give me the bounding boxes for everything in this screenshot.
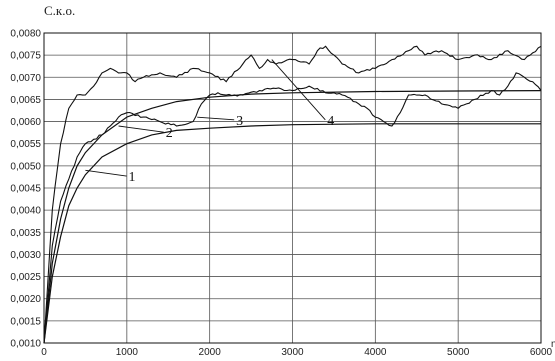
series-line-1 <box>43 123 541 344</box>
callout-label: 4 <box>327 114 334 129</box>
y-tick-label: 0,0040 <box>10 206 41 217</box>
y-tick-label: 0,0055 <box>10 139 41 150</box>
y-tick-label: 0,0050 <box>10 161 41 172</box>
y-tick-label: 0,0020 <box>10 294 41 305</box>
y-tick-label: 0,0030 <box>10 250 41 261</box>
x-tick-label: 0 <box>41 347 47 358</box>
series-callouts: 1 2 3 4 <box>85 59 334 185</box>
x-axis-label: n <box>551 339 555 350</box>
y-tick-labels: 0,0010 0,0015 0,0020 0,0025 0,0030 0,0035 0,00… <box>10 29 41 350</box>
callout-label: 1 <box>128 170 135 185</box>
callout-leader <box>118 125 164 133</box>
grid <box>43 32 542 344</box>
x-tick-label: 1000 <box>116 347 139 358</box>
x-tick-label: 2000 <box>199 347 222 358</box>
y-tick-label: 0,0025 <box>10 272 41 283</box>
chart-title: С.к.о. <box>44 3 75 18</box>
series-line-2 <box>43 90 542 344</box>
y-tick-label: 0,0060 <box>10 117 41 128</box>
callout-label: 3 <box>236 114 243 129</box>
series-line-4 <box>43 45 542 344</box>
y-tick-label: 0,0045 <box>10 184 41 195</box>
y-tick-label: 0,0015 <box>10 316 41 327</box>
x-tick-labels: 0 1000 2000 3000 4000 5000 6000 <box>41 347 552 358</box>
x-tick-label: 3000 <box>281 347 304 358</box>
y-tick-label: 0,0080 <box>10 29 41 40</box>
y-tick-label: 0,0010 <box>10 339 41 350</box>
y-tick-label: 0,0035 <box>10 228 41 239</box>
y-tick-label: 0,0075 <box>10 51 41 62</box>
y-tick-label: 0,0070 <box>10 73 41 84</box>
callout-leader <box>85 169 127 177</box>
callout-label: 2 <box>166 126 173 141</box>
y-tick-label: 0,0065 <box>10 95 41 106</box>
callout-leader <box>197 116 235 121</box>
plot-frame <box>43 32 542 344</box>
x-tick-label: 5000 <box>447 347 470 358</box>
series-line-3 <box>43 72 542 344</box>
callout-leader <box>271 59 326 121</box>
x-tick-label: 6000 <box>530 347 553 358</box>
series-lines <box>43 45 542 344</box>
x-tick-label: 4000 <box>364 347 387 358</box>
